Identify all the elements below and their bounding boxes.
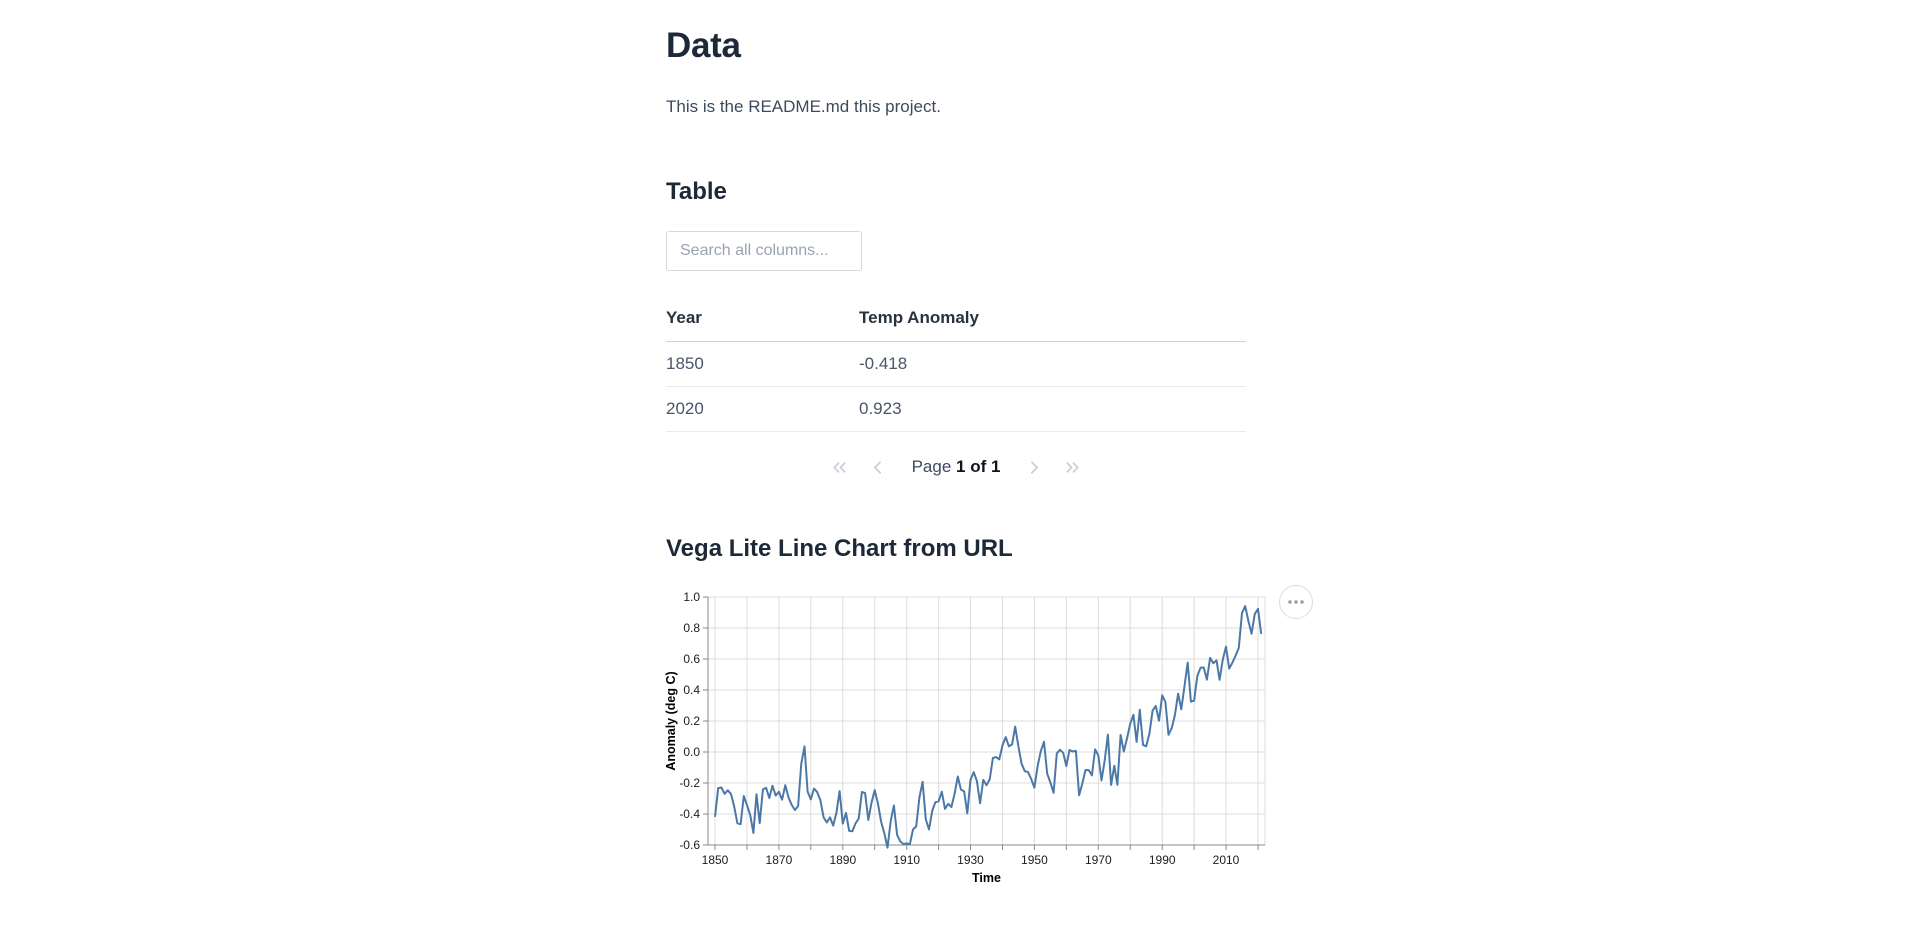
page-indicator: Page 1 of 1 (912, 457, 1001, 477)
chevrons-left-icon (829, 457, 850, 478)
chevron-left-icon (867, 457, 888, 478)
main-content: Data This is the README.md this project.… (664, 0, 1313, 893)
svg-text:1950: 1950 (1021, 853, 1048, 867)
svg-text:0.0: 0.0 (683, 745, 700, 759)
vega-actions-button[interactable] (1279, 584, 1313, 619)
svg-text:Time: Time (972, 871, 1001, 885)
prev-page-button[interactable] (865, 455, 890, 480)
search-wrap (666, 230, 1246, 271)
chevrons-right-icon (1062, 457, 1083, 478)
svg-text:1890: 1890 (829, 853, 856, 867)
svg-text:0.8: 0.8 (683, 621, 700, 635)
svg-text:1930: 1930 (957, 853, 984, 867)
table-body: 1850 -0.418 2020 0.923 (666, 341, 1246, 432)
search-input[interactable] (666, 230, 862, 271)
svg-text:-0.6: -0.6 (679, 838, 700, 852)
readme-text: This is the README.md this project. (666, 97, 941, 116)
ellipsis-icon (1287, 599, 1305, 605)
table-section-title: Table (666, 177, 727, 205)
svg-text:Anomaly (deg C): Anomaly (deg C) (664, 671, 678, 770)
line-chart-container: 1.0 0.8 0.6 0.4 0.2 0.0 -0.2 -0.4 -0.6 1850 1870 18… (664, 584, 1322, 893)
chevron-right-icon (1024, 457, 1045, 478)
page-value: 1 of 1 (956, 457, 1001, 476)
table-cell: 2020 (666, 386, 859, 432)
table-header-row: Year Temp Anomaly (666, 297, 1246, 342)
table-row: 1850 -0.418 (666, 341, 1246, 387)
first-page-button[interactable] (827, 455, 852, 480)
table-cell: 0.923 (859, 386, 1246, 432)
table-header: Year Temp Anomaly (666, 297, 1246, 342)
svg-text:1.0: 1.0 (683, 590, 700, 604)
next-page-button[interactable] (1022, 455, 1047, 480)
svg-text:-0.2: -0.2 (679, 776, 700, 790)
table-cell: 1850 (666, 341, 859, 387)
data-table: Year Temp Anomaly 1850 -0.418 2020 0.923 (666, 297, 1246, 432)
last-page-button[interactable] (1060, 455, 1085, 480)
column-header-temp-anomaly: Temp Anomaly (859, 297, 1246, 342)
svg-text:-0.4: -0.4 (679, 807, 700, 821)
svg-text:1850: 1850 (702, 853, 729, 867)
page-title: Data (666, 26, 741, 65)
table-row: 2020 0.923 (666, 386, 1246, 432)
table-cell: -0.418 (859, 341, 1246, 387)
svg-text:1870: 1870 (766, 853, 793, 867)
svg-text:1970: 1970 (1085, 853, 1112, 867)
svg-text:2010: 2010 (1213, 853, 1240, 867)
chart-section-title: Vega Lite Line Chart from URL (666, 534, 1013, 562)
svg-text:1990: 1990 (1149, 853, 1176, 867)
svg-text:0.2: 0.2 (683, 714, 700, 728)
pagination: Page 1 of 1 (666, 455, 1246, 480)
svg-text:1910: 1910 (893, 853, 920, 867)
svg-text:0.6: 0.6 (683, 652, 700, 666)
svg-text:0.4: 0.4 (683, 683, 700, 697)
column-header-year: Year (666, 297, 859, 342)
page-label: Page (911, 457, 957, 476)
